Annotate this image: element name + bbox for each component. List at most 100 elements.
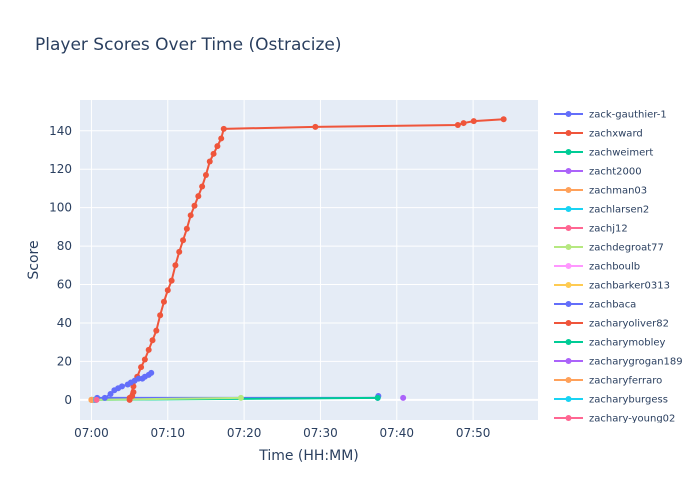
legend-item[interactable]: zacht2000 bbox=[554, 167, 642, 178]
data-point[interactable] bbox=[180, 237, 187, 244]
y-axis-title: Score bbox=[26, 240, 42, 279]
data-point[interactable] bbox=[172, 262, 179, 269]
y-tick-label: 140 bbox=[49, 124, 72, 138]
legend-swatch-marker bbox=[565, 263, 572, 269]
y-tick-label: 100 bbox=[49, 201, 72, 215]
legend-label: zachdegroat77 bbox=[589, 243, 664, 254]
data-point[interactable] bbox=[237, 394, 244, 401]
series-zachary-young02[interactable] bbox=[93, 396, 100, 403]
series-layer bbox=[88, 116, 507, 403]
data-point[interactable] bbox=[470, 118, 477, 125]
legend-swatch-marker bbox=[565, 358, 572, 364]
series-zacharyferraro[interactable] bbox=[88, 396, 95, 403]
legend-swatch-marker bbox=[565, 111, 572, 117]
grid-lines bbox=[80, 100, 538, 420]
legend-label: zachxward bbox=[589, 129, 643, 140]
data-point[interactable] bbox=[220, 125, 227, 132]
legend-item[interactable]: zachlarsen2 bbox=[554, 205, 649, 216]
data-point[interactable] bbox=[374, 394, 381, 401]
legend-label: zacharymobley bbox=[589, 338, 666, 349]
legend-label: zachary-young02 bbox=[589, 414, 675, 425]
legend-item[interactable]: zachbarker0313 bbox=[554, 281, 670, 292]
legend[interactable]: zack-gauthier-1 zachxward zachweimert zacht… bbox=[554, 110, 683, 425]
x-tick-label: 07:40 bbox=[379, 426, 414, 440]
data-point[interactable] bbox=[454, 121, 461, 128]
legend-item[interactable]: zachj12 bbox=[554, 224, 628, 235]
legend-item[interactable]: zachman03 bbox=[554, 186, 647, 197]
y-tick-label: 40 bbox=[57, 316, 72, 330]
legend-item[interactable]: zacharyoliver82 bbox=[554, 319, 669, 330]
data-point[interactable] bbox=[183, 225, 190, 232]
data-point[interactable] bbox=[195, 193, 202, 200]
legend-swatch-marker bbox=[565, 244, 572, 250]
y-tick-label: 120 bbox=[49, 162, 72, 176]
legend-item[interactable]: zachboulb bbox=[554, 262, 640, 273]
data-point[interactable] bbox=[153, 327, 160, 334]
data-point[interactable] bbox=[214, 143, 221, 150]
data-point[interactable] bbox=[202, 171, 209, 178]
legend-item[interactable]: zacharyferraro bbox=[554, 376, 662, 387]
data-point[interactable] bbox=[199, 183, 206, 190]
y-tick-label: 0 bbox=[64, 393, 72, 407]
data-point[interactable] bbox=[218, 135, 225, 142]
legend-label: zachboulb bbox=[589, 262, 640, 273]
legend-swatch-marker bbox=[565, 225, 572, 231]
series-zachbaca[interactable] bbox=[101, 369, 155, 401]
data-point[interactable] bbox=[130, 389, 137, 396]
series-zachxward[interactable] bbox=[126, 116, 507, 401]
data-point[interactable] bbox=[138, 364, 145, 371]
legend-item[interactable]: zachxward bbox=[554, 129, 643, 140]
x-tick-labels: 07:00 07:10 07:20 07:30 07:40 07:50 bbox=[74, 426, 490, 440]
series-zacht2000[interactable] bbox=[400, 394, 407, 401]
x-tick-label: 07:10 bbox=[150, 426, 185, 440]
data-point[interactable] bbox=[148, 369, 155, 376]
legend-item[interactable]: zacharyburgess bbox=[554, 395, 668, 406]
y-tick-label: 20 bbox=[57, 354, 72, 368]
legend-label: zachbarker0313 bbox=[589, 281, 670, 292]
legend-label: zachlarsen2 bbox=[589, 205, 649, 216]
data-point[interactable] bbox=[312, 123, 319, 130]
legend-label: zachweimert bbox=[589, 148, 653, 159]
legend-item[interactable]: zachdegroat77 bbox=[554, 243, 664, 254]
legend-swatch-marker bbox=[565, 130, 572, 136]
data-point[interactable] bbox=[210, 150, 217, 157]
data-point[interactable] bbox=[141, 356, 148, 363]
legend-item[interactable]: zacharymobley bbox=[554, 338, 666, 349]
data-point[interactable] bbox=[191, 202, 198, 209]
data-point[interactable] bbox=[206, 158, 213, 165]
data-point[interactable] bbox=[400, 394, 407, 401]
legend-label: zack-gauthier-1 bbox=[589, 110, 667, 121]
data-point[interactable] bbox=[157, 312, 164, 319]
data-point[interactable] bbox=[145, 346, 152, 353]
legend-item[interactable]: zachbaca bbox=[554, 300, 636, 311]
legend-label: zachbaca bbox=[589, 300, 636, 311]
legend-swatch-marker bbox=[565, 206, 572, 212]
x-tick-label: 07:30 bbox=[303, 426, 338, 440]
legend-swatch-marker bbox=[565, 396, 572, 402]
data-point[interactable] bbox=[88, 396, 95, 403]
legend-swatch-marker bbox=[565, 415, 572, 421]
series-line bbox=[93, 396, 241, 401]
data-point[interactable] bbox=[93, 396, 100, 403]
legend-label: zacharyburgess bbox=[589, 395, 668, 406]
data-point[interactable] bbox=[460, 120, 467, 127]
legend-swatch-marker bbox=[565, 168, 572, 174]
legend-swatch-marker bbox=[565, 187, 572, 193]
legend-item[interactable]: zack-gauthier-1 bbox=[554, 110, 667, 121]
data-point[interactable] bbox=[164, 287, 171, 294]
data-point[interactable] bbox=[500, 116, 507, 123]
data-point[interactable] bbox=[176, 248, 183, 255]
chart-title: Player Scores Over Time (Ostracize) bbox=[35, 35, 342, 55]
data-point[interactable] bbox=[187, 212, 194, 219]
data-point[interactable] bbox=[149, 337, 156, 344]
data-point[interactable] bbox=[160, 298, 167, 305]
x-axis-title: Time (HH:MM) bbox=[258, 448, 359, 464]
data-point[interactable] bbox=[107, 391, 114, 398]
data-point[interactable] bbox=[168, 277, 175, 284]
legend-item[interactable]: zachary-young02 bbox=[554, 414, 675, 425]
data-point[interactable] bbox=[101, 394, 108, 401]
legend-item[interactable]: zacharygrogan189 bbox=[554, 357, 683, 368]
data-point[interactable] bbox=[118, 383, 125, 390]
series-zacharyoliver82[interactable] bbox=[126, 389, 137, 403]
legend-item[interactable]: zachweimert bbox=[554, 148, 653, 159]
